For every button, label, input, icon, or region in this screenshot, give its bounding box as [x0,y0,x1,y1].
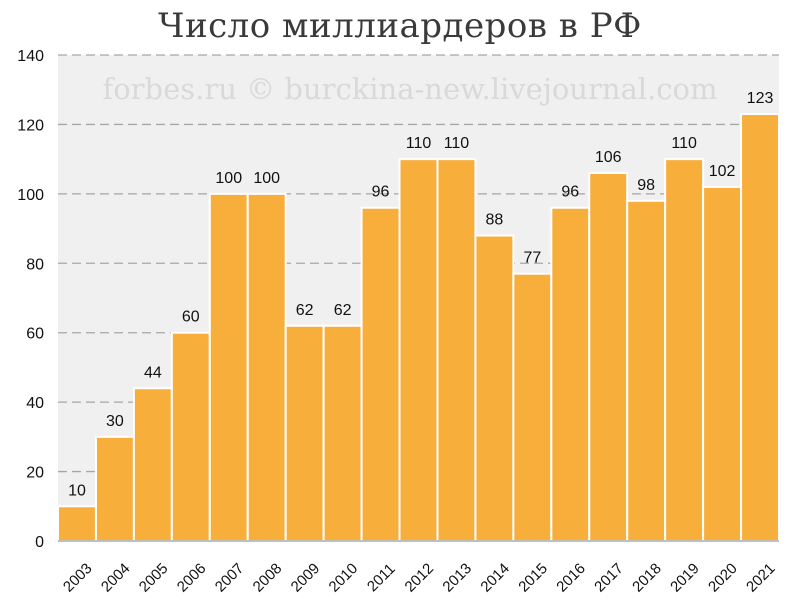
data-label: 77 [523,250,541,267]
x-tick-label: 2006 [174,560,210,596]
bar [208,192,249,542]
data-label: 62 [296,302,314,319]
x-tick-label: 2017 [591,560,627,596]
x-tick-label: 2013 [439,560,475,596]
x-tick-label: 2016 [553,560,589,596]
x-tick-label: 2018 [629,560,665,596]
bar [170,331,211,543]
y-tick-label: 60 [26,326,44,343]
bar [664,158,705,542]
data-label: 30 [106,413,124,430]
bar [550,206,591,542]
watermark-text: forbes.ru © burckina-new.livejournal.com [102,72,717,106]
bar [626,199,667,543]
bar [94,435,135,543]
x-tick-label: 2011 [364,560,399,595]
y-tick-label: 120 [17,117,44,134]
y-tick-label: 40 [26,395,44,412]
data-label: 60 [182,309,200,326]
bar [512,272,553,542]
x-tick-label: 2008 [250,560,286,596]
data-label: 110 [406,135,432,152]
bar [284,324,325,542]
bar [246,192,287,542]
x-tick-label: 2009 [288,560,324,596]
x-tick-label: 2020 [705,560,741,596]
x-tick-label: 2014 [477,560,513,596]
bar [322,324,363,542]
bar [588,172,629,542]
x-tick-label: 2004 [98,560,134,596]
x-tick-label: 2012 [402,560,438,596]
x-tick-label: 2010 [326,560,362,596]
data-label: 62 [334,302,352,319]
x-tick-label: 2005 [136,560,172,596]
data-label: 100 [215,170,242,187]
x-tick-label: 2003 [60,560,96,596]
data-label: 100 [253,170,280,187]
y-tick-label: 100 [17,187,44,204]
bar [132,387,173,542]
data-label: 110 [671,135,697,152]
bar [474,234,515,542]
data-labels: 10 30 44 60 100 100 62 62 96 110 110 88 77 96 106 98 110… [68,90,773,499]
x-tick-label: 2007 [212,560,248,596]
bar [702,185,743,543]
data-label: 96 [561,184,579,201]
data-label: 96 [372,184,390,201]
x-tick-label: 2021 [743,560,779,596]
data-label: 123 [747,90,774,107]
data-label: 110 [444,135,470,152]
bar [398,158,439,542]
x-tick-label: 2019 [667,560,703,596]
bar [740,113,780,542]
data-label: 88 [485,212,503,229]
bar [436,158,477,542]
chart-title: Число миллиардеров в РФ [158,6,642,46]
data-label: 106 [595,149,622,166]
data-label: 10 [68,482,86,499]
x-axis-ticks: 2003 2004 2005 2006 2007 2008 2009 2010 2011 2012… [60,560,779,596]
y-tick-label: 20 [26,465,44,482]
y-tick-label: 80 [26,256,44,273]
bar [57,505,97,542]
data-label: 44 [144,364,162,381]
y-tick-label: 0 [35,534,44,551]
y-tick-label: 140 [17,48,44,65]
bars [57,113,780,543]
bar [360,206,401,542]
data-label: 98 [637,177,655,194]
x-tick-label: 2015 [515,560,551,596]
y-axis-ticks: 0 20 40 60 80 100 120 140 [17,48,44,551]
data-label: 102 [709,163,736,180]
